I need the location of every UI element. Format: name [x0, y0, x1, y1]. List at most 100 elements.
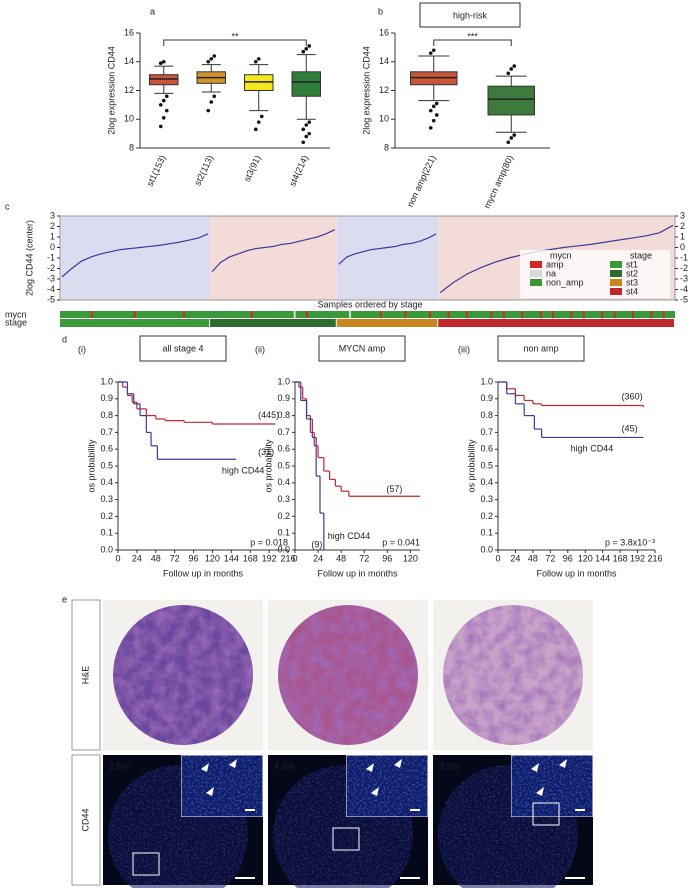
x-tick-label: 24 [313, 553, 323, 563]
x-tick-label: 0 [495, 553, 500, 563]
y-tick-label: 0.7 [480, 427, 493, 437]
y-tick-label: 1.0 [277, 376, 290, 386]
p-value: p = 0.018 [250, 538, 288, 548]
series-label: (445) [258, 410, 279, 420]
y2-tick-label: -4 [680, 284, 688, 294]
mycn-amp [650, 311, 653, 318]
row-label: CD44 [80, 808, 90, 831]
x-tick-label: 24 [132, 553, 142, 563]
inset-source [132, 852, 160, 876]
y-tick-label: 0.5 [480, 460, 493, 470]
title-box [419, 2, 521, 28]
series-label: (31) [258, 447, 274, 457]
outlier [307, 44, 312, 48]
y2-tick-label: 3 [680, 210, 685, 220]
x-tick-label: st4(214) [287, 154, 310, 188]
y-tick-label: 16 [379, 27, 389, 37]
panel-letter: b [378, 6, 383, 16]
percentage: 2.5% [109, 761, 130, 771]
y-tick-label: 0.9 [480, 393, 493, 403]
y2-tick-label: -1 [680, 252, 688, 262]
outlier [307, 120, 312, 124]
legend-label: amp [546, 259, 564, 269]
title-box [318, 335, 406, 362]
x-tick-label: 216 [647, 553, 662, 563]
stage-background [210, 216, 337, 300]
x-tick-label: st1(153) [145, 154, 168, 188]
y-tick-label: 8 [129, 142, 134, 152]
x-tick-label: 0 [292, 553, 297, 563]
stage-background [336, 216, 439, 300]
x-tick-label: 48 [151, 553, 161, 563]
p-value: p = 3.8x10⁻³ [605, 538, 655, 548]
chart-title: MYCN amp [339, 343, 386, 353]
y-tick-label: 1.0 [100, 376, 113, 386]
y-tick-label: -1 [47, 252, 55, 262]
legend-swatch [530, 270, 542, 277]
y-tick-label: 0.5 [277, 460, 290, 470]
row-label: H&E [80, 666, 90, 685]
y-tick-label: 0.0 [480, 544, 493, 554]
mycn-amp [601, 311, 604, 318]
percentage: 3.3% [439, 761, 460, 771]
mycn-amp [250, 311, 253, 318]
series-label: (57) [386, 484, 402, 494]
rank-line [439, 224, 674, 294]
chart-title: all stage 4 [162, 343, 203, 353]
outlier [428, 126, 433, 130]
x-tick-label: 168 [613, 553, 628, 563]
mycn-amp [582, 311, 585, 318]
y-tick-label: 10 [124, 114, 134, 124]
mycn-amp [539, 311, 542, 318]
legend-title: stage [630, 250, 652, 260]
y-axis-label: os probability [466, 439, 476, 493]
legend-label: st1 [626, 259, 638, 269]
y-tick-label: 14 [379, 56, 389, 66]
arrowhead [206, 787, 214, 796]
arrowhead [366, 763, 374, 772]
x-axis-label: Samples ordered by stage [317, 299, 422, 309]
rank-line [211, 229, 336, 273]
x-axis-label: Follow up in months [536, 568, 617, 578]
arrowhead [371, 787, 379, 796]
stage-track [438, 319, 674, 327]
outlier [506, 71, 511, 76]
outlier [431, 48, 436, 53]
panel-letter: d [62, 334, 67, 344]
mycn-amp [429, 311, 431, 318]
inset-source [332, 827, 360, 851]
mycn-amp [183, 311, 185, 318]
row-label-box [71, 754, 101, 886]
y-tick-label: 0.1 [277, 528, 290, 538]
series-label: (45) [622, 423, 638, 433]
rank-line [61, 233, 209, 278]
y-tick-label: 0.6 [100, 444, 113, 454]
outlier [259, 114, 264, 119]
inset [345, 754, 429, 818]
outlier [431, 118, 436, 123]
y-tick-label: 0.4 [277, 477, 290, 487]
x-tick-label: 96 [382, 553, 392, 563]
mycn-amp [613, 311, 616, 318]
mycn-amp [502, 311, 505, 318]
mycn-amp [90, 311, 93, 318]
y-tick-label: 3 [50, 210, 55, 220]
outlier [212, 94, 217, 99]
series-label: (9) [311, 539, 322, 549]
outlier [509, 67, 514, 71]
legend-title: mycn [550, 250, 572, 260]
y-tick-label: 0.9 [100, 393, 113, 403]
outlier [301, 49, 306, 54]
mycn-amp [379, 311, 382, 318]
y-tick-label: 0.9 [277, 393, 290, 403]
outlier [512, 133, 517, 137]
he-core [278, 605, 418, 745]
x-axis-label: Follow up in months [317, 568, 398, 578]
y-tick-label: 0.8 [480, 410, 493, 420]
significance: ** [231, 31, 239, 41]
y2-tick-label: -2 [680, 263, 688, 273]
x-tick-label: 72 [170, 553, 180, 563]
outlier [158, 103, 163, 107]
outlier [161, 59, 166, 64]
